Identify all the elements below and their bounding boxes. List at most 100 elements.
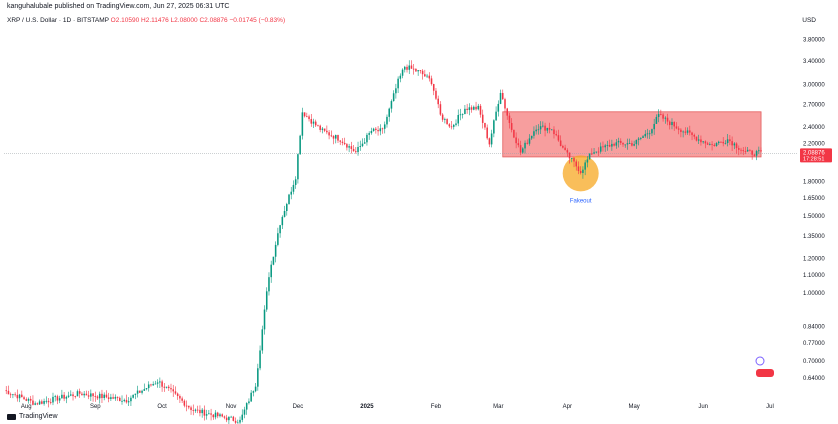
- candle-body: [185, 405, 188, 407]
- ohlc-values: O2.10590 H2.11476 L2.08000 C2.08876 −0.0…: [110, 17, 286, 24]
- candle-body: [265, 291, 268, 310]
- candle-body: [312, 121, 315, 124]
- candle-body: [415, 69, 417, 72]
- candle-body: [161, 381, 163, 387]
- candle-body: [92, 393, 94, 397]
- candle-body: [70, 394, 72, 396]
- candle-body: [221, 414, 223, 417]
- candle-body: [32, 400, 34, 405]
- y-tick-label: 1.10000: [803, 273, 825, 279]
- candle-body: [571, 157, 573, 159]
- candle-body: [419, 70, 422, 71]
- candle-body: [52, 396, 54, 403]
- currency-label: USD: [802, 17, 816, 24]
- y-tick-label: 0.84000: [803, 324, 825, 330]
- candle-body: [510, 123, 513, 130]
- candle-body: [533, 131, 535, 136]
- candle-body: [430, 78, 433, 85]
- candle-body: [579, 171, 582, 174]
- candle-body: [281, 216, 284, 226]
- candle-body: [208, 413, 210, 415]
- candle-body: [156, 382, 159, 384]
- candle-body: [397, 78, 399, 89]
- candle-body: [559, 140, 562, 146]
- candle-body: [428, 75, 431, 79]
- candle-body: [214, 412, 217, 418]
- candle-body: [72, 394, 74, 397]
- candle-body: [622, 142, 624, 145]
- candle-body: [441, 114, 444, 120]
- candle-body: [343, 142, 346, 145]
- candle-body: [98, 393, 101, 399]
- candle-body: [223, 416, 226, 418]
- candle-body: [432, 84, 435, 91]
- candle-body: [711, 144, 713, 145]
- candle-body: [210, 413, 212, 415]
- candle-body: [633, 144, 635, 146]
- x-tick-label: 2025: [360, 404, 374, 410]
- candle-body: [152, 384, 154, 386]
- candle-body: [130, 397, 132, 402]
- candle-body: [731, 141, 733, 146]
- candle-body: [448, 124, 451, 127]
- candle-body: [628, 143, 631, 144]
- candle-body: [740, 149, 742, 151]
- candle-body: [695, 136, 698, 141]
- candle-body: [588, 153, 591, 160]
- candle-body: [292, 184, 295, 192]
- candle-body: [326, 130, 328, 133]
- candle-body: [686, 130, 689, 133]
- tradingview-logo[interactable]: TradingView: [7, 413, 58, 420]
- candle-body: [81, 393, 83, 396]
- candle-body: [677, 128, 680, 130]
- candle-body: [254, 386, 257, 392]
- candle-body: [163, 386, 166, 388]
- candle-body: [45, 400, 48, 402]
- y-tick-label: 0.77000: [803, 341, 825, 347]
- candle-body: [299, 135, 301, 155]
- candle-body: [183, 400, 186, 406]
- earnings-flag-icon: [756, 369, 774, 377]
- candle-body: [110, 397, 112, 399]
- candle-body: [381, 128, 384, 130]
- x-tick-label: Nov: [226, 404, 237, 410]
- y-tick-label: 2.40000: [803, 125, 825, 131]
- candle-body: [501, 92, 504, 100]
- candle-body: [530, 135, 533, 139]
- candle-body: [328, 132, 330, 136]
- candle-body: [497, 103, 500, 112]
- y-tick-label: 1.35000: [803, 234, 825, 240]
- candle-body: [749, 149, 751, 151]
- y-tick-label: 3.80000: [803, 38, 825, 44]
- candle-body: [753, 154, 756, 156]
- candle-body: [370, 131, 373, 134]
- candle-body: [646, 133, 649, 135]
- candle-body: [257, 368, 259, 387]
- candle-body: [729, 139, 731, 142]
- candle-body: [114, 396, 117, 399]
- candle-body: [435, 90, 437, 99]
- candle-body: [666, 117, 669, 122]
- candle-body: [94, 396, 97, 397]
- candles: [5, 60, 762, 424]
- candle-body: [615, 142, 618, 146]
- candle-body: [595, 151, 598, 153]
- last-price-label: 2.08876: [803, 150, 825, 156]
- candle-body: [573, 157, 575, 162]
- candle-body: [724, 142, 727, 144]
- candle-body: [522, 148, 524, 153]
- candle-body: [602, 146, 604, 148]
- candle-body: [150, 384, 152, 386]
- candle-body: [234, 420, 237, 423]
- candle-body: [121, 400, 123, 402]
- candle-body: [54, 396, 56, 398]
- candle-body: [722, 141, 724, 144]
- candle-body: [308, 116, 310, 120]
- candle-body: [355, 151, 357, 153]
- candle-body: [720, 141, 722, 143]
- candle-body: [103, 394, 105, 399]
- candle-body: [446, 119, 448, 125]
- candle-body: [499, 92, 502, 104]
- candle-body: [29, 398, 32, 401]
